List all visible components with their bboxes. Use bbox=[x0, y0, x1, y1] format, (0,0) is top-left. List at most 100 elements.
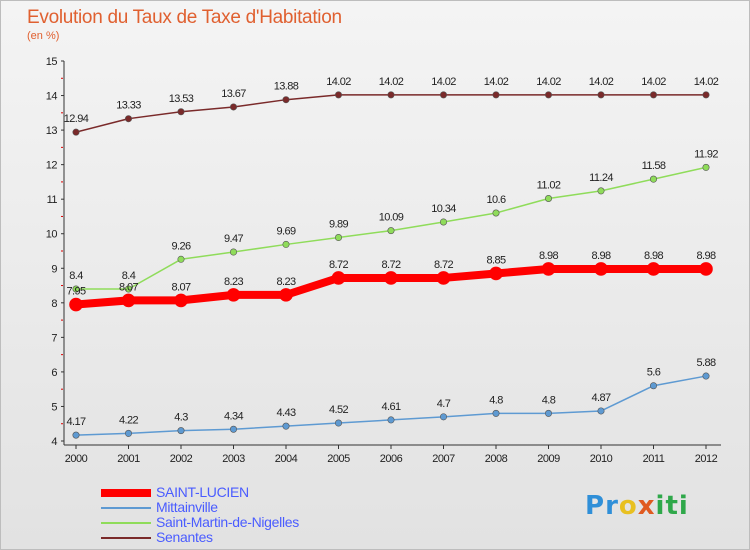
data-point bbox=[541, 262, 556, 276]
data-point bbox=[492, 209, 500, 217]
data-label: 8.98 bbox=[591, 250, 610, 262]
data-label: 5.6 bbox=[647, 367, 661, 379]
data-point bbox=[334, 234, 342, 242]
x-tick-label: 2012 bbox=[695, 453, 718, 465]
data-label: 8.4 bbox=[69, 270, 83, 282]
data-label: 8.23 bbox=[276, 276, 295, 288]
data-label: 11.92 bbox=[694, 148, 718, 160]
series-saint-martin-de-nigelles bbox=[72, 163, 710, 293]
data-point bbox=[282, 240, 290, 248]
data-label: 9.47 bbox=[224, 233, 243, 245]
x-tick-label: 2006 bbox=[380, 453, 403, 465]
x-tick-label: 2011 bbox=[643, 453, 665, 465]
x-tick-label: 2007 bbox=[432, 453, 455, 465]
data-label: 10.6 bbox=[486, 194, 505, 206]
chart-subtitle: (en %) bbox=[27, 30, 60, 42]
data-label: 12.94 bbox=[64, 113, 89, 125]
data-point bbox=[492, 409, 500, 417]
logo-letter: x bbox=[637, 491, 656, 521]
y-tick-label: 5 bbox=[51, 401, 57, 413]
data-point bbox=[646, 262, 661, 276]
data-point bbox=[387, 416, 395, 424]
data-point bbox=[177, 108, 185, 116]
legend-swatch bbox=[101, 489, 151, 497]
data-label: 8.72 bbox=[381, 259, 400, 271]
legend-swatch bbox=[101, 537, 151, 539]
data-label: 10.34 bbox=[431, 203, 456, 215]
data-label: 14.02 bbox=[589, 76, 614, 88]
data-point bbox=[230, 425, 238, 433]
data-point bbox=[226, 288, 241, 302]
y-tick-label: 7 bbox=[51, 332, 57, 344]
x-tick-label: 2003 bbox=[222, 453, 245, 465]
x-tick-label: 2009 bbox=[537, 453, 560, 465]
y-tick-label: 4 bbox=[51, 436, 57, 448]
data-label: 11.24 bbox=[589, 172, 613, 184]
data-point bbox=[597, 407, 605, 415]
series-saint-lucien bbox=[69, 262, 713, 312]
y-tick-label: 8 bbox=[51, 298, 57, 310]
data-point bbox=[387, 227, 395, 235]
data-point bbox=[279, 288, 293, 302]
legend-item: Mittainville bbox=[101, 499, 421, 515]
data-point bbox=[282, 96, 290, 104]
data-label: 13.88 bbox=[274, 81, 299, 93]
data-point bbox=[489, 266, 503, 281]
logo-letter: i bbox=[655, 491, 666, 521]
data-point bbox=[121, 293, 136, 308]
logo-letter: i bbox=[678, 491, 689, 521]
data-point bbox=[384, 271, 398, 285]
data-point bbox=[597, 187, 605, 195]
data-label: 8.98 bbox=[644, 250, 663, 262]
logo-letter: P bbox=[585, 491, 606, 521]
legend-item: Senantes bbox=[101, 529, 421, 545]
data-point bbox=[230, 103, 238, 111]
data-point bbox=[649, 382, 657, 390]
data-point bbox=[334, 91, 342, 99]
data-label: 8.4 bbox=[122, 270, 136, 282]
data-label: 11.58 bbox=[642, 160, 666, 172]
chart-title: Evolution du Taux de Taxe d'Habitation bbox=[27, 7, 342, 28]
data-label: 14.02 bbox=[536, 76, 561, 88]
data-point bbox=[544, 91, 552, 99]
y-tick-label: 15 bbox=[46, 56, 58, 68]
data-point bbox=[702, 372, 710, 380]
legend-label: Mittainville bbox=[156, 499, 218, 515]
data-label: 9.89 bbox=[329, 219, 348, 231]
data-label: 4.61 bbox=[381, 401, 400, 413]
data-label: 14.02 bbox=[326, 76, 351, 88]
data-point bbox=[334, 419, 342, 427]
data-point bbox=[439, 91, 447, 99]
logo-letter: r bbox=[605, 491, 619, 521]
data-label: 8.72 bbox=[329, 259, 348, 271]
data-label: 8.98 bbox=[696, 250, 715, 262]
logo-letter: o bbox=[618, 491, 638, 521]
legend-label: SAINT-LUCIEN bbox=[156, 484, 249, 500]
x-tick-label: 2010 bbox=[590, 453, 613, 465]
data-point bbox=[72, 128, 80, 136]
legend-item: SAINT-LUCIEN bbox=[101, 484, 421, 500]
data-label: 4.3 bbox=[174, 412, 188, 424]
legend-label: Saint-Martin-de-Nigelles bbox=[156, 514, 299, 530]
y-tick-label: 10 bbox=[46, 229, 58, 241]
y-tick-label: 14 bbox=[46, 91, 58, 103]
data-point bbox=[387, 91, 395, 99]
data-point bbox=[597, 91, 605, 99]
data-point bbox=[230, 248, 238, 256]
x-tick-label: 2004 bbox=[275, 453, 298, 465]
data-label: 9.69 bbox=[276, 225, 295, 237]
data-point bbox=[177, 255, 185, 263]
data-label: 5.88 bbox=[696, 357, 715, 369]
data-point bbox=[331, 271, 346, 285]
data-label: 4.87 bbox=[591, 392, 610, 404]
data-label: 8.98 bbox=[539, 250, 558, 262]
data-point bbox=[544, 409, 552, 417]
data-label: 13.67 bbox=[221, 88, 246, 100]
data-point bbox=[544, 194, 552, 202]
data-label: 8.23 bbox=[224, 276, 243, 288]
data-label: 8.07 bbox=[171, 281, 190, 293]
labels-mittainville: 4.17 4.22 4.3 4.34 4.43 4.52 4.61 4.7 4.8 4.8 4.87… bbox=[66, 357, 716, 428]
data-point bbox=[72, 431, 80, 439]
legend-swatch bbox=[101, 522, 151, 524]
data-point bbox=[282, 422, 290, 430]
